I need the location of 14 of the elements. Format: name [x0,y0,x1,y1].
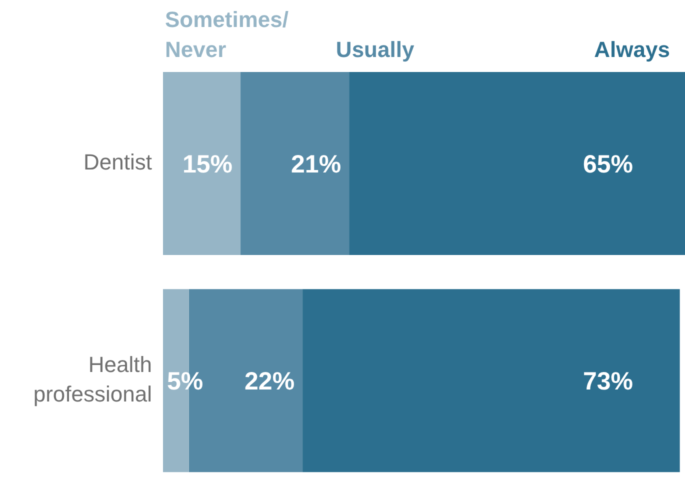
data-label: 22% [244,368,295,396]
y-tick-label: Health professional [33,352,152,407]
series-label: Sometimes/Never [165,7,288,62]
bar [349,72,685,256]
series-label: Always [594,37,670,62]
bar [163,72,241,256]
data-label: 65% [582,150,634,178]
data-label: 21% [291,150,342,178]
bar [302,289,680,472]
y-tick-label: Dentist [84,150,152,175]
data-label: 73% [582,368,634,396]
bar [240,72,350,256]
data-label: 15% [182,150,233,178]
series-label: Usually [336,37,415,62]
